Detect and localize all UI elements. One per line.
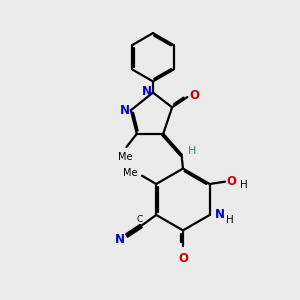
- Text: O: O: [227, 175, 237, 188]
- Text: H: H: [226, 215, 234, 225]
- Text: N: N: [119, 104, 129, 117]
- Text: O: O: [178, 252, 188, 265]
- Text: N: N: [215, 208, 225, 221]
- Text: O: O: [190, 89, 200, 102]
- Text: N: N: [115, 232, 125, 246]
- Text: N: N: [142, 85, 152, 98]
- Text: H: H: [188, 146, 196, 156]
- Text: Me: Me: [123, 168, 138, 178]
- Text: H: H: [240, 180, 248, 190]
- Text: Me: Me: [118, 152, 132, 162]
- Text: C: C: [136, 215, 142, 224]
